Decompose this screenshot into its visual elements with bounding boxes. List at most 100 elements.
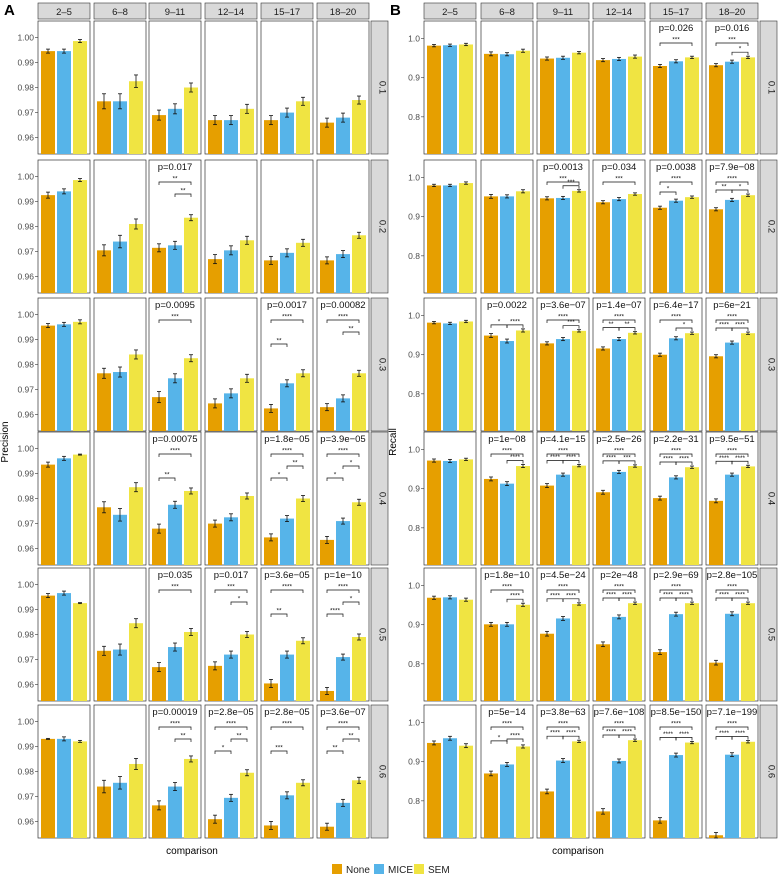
y-tick-label: 0.96 <box>17 410 34 420</box>
facet-strip-row <box>759 431 778 566</box>
facet-strip-col <box>316 2 370 20</box>
significance-bracket <box>158 726 192 730</box>
bar-sem <box>129 223 143 293</box>
significance-stars: *** <box>615 176 623 183</box>
significance-stars: **** <box>727 584 738 591</box>
bar-sem <box>296 101 310 154</box>
significance-bracket <box>731 597 749 602</box>
p-value-label: p=1e−08 <box>488 434 526 445</box>
significance-bracket <box>214 589 248 593</box>
facet-strip-col <box>204 2 258 20</box>
y-axis-label: Recall <box>388 428 399 456</box>
significance-stars: **** <box>727 448 738 455</box>
bar-none <box>709 662 723 701</box>
bar-mice <box>224 654 238 701</box>
bar-mice <box>556 197 570 293</box>
facet-col-label: 6–8 <box>499 7 515 18</box>
significance-stars: **** <box>170 721 181 728</box>
bar-mice <box>725 474 739 565</box>
bar-sem <box>240 634 254 701</box>
bar-sem <box>516 50 530 154</box>
significance-stars: **** <box>671 721 682 728</box>
significance-stars: *** <box>623 454 631 461</box>
significance-stars: **** <box>282 584 293 591</box>
significance-bracket <box>562 460 580 464</box>
facet-row-label: 0.3 <box>766 358 777 371</box>
p-value-label: p=0.00019 <box>152 707 197 718</box>
bar-none <box>264 260 278 293</box>
p-value-label: p=2.8e−05 <box>208 707 253 718</box>
significance-bracket <box>158 319 192 323</box>
bar-mice <box>612 339 626 431</box>
significance-bracket <box>562 185 580 189</box>
bar-sem <box>352 502 366 565</box>
bar-mice <box>57 593 71 701</box>
significance-bracket <box>158 453 192 457</box>
significance-stars: **** <box>622 729 633 736</box>
bar-sem <box>184 490 198 565</box>
significance-stars: **** <box>338 721 349 728</box>
p-value-label: p=1e−10 <box>324 570 362 581</box>
facet-col-label: 2–5 <box>56 7 72 18</box>
significance-bracket <box>731 460 749 465</box>
bar-sem <box>572 330 586 431</box>
significance-stars: ** <box>332 745 338 752</box>
bar-none <box>320 122 334 154</box>
significance-bracket <box>659 181 693 185</box>
significance-stars: **** <box>502 721 513 728</box>
bar-mice <box>280 654 294 701</box>
bar-none <box>653 498 667 565</box>
significance-bracket <box>490 726 524 730</box>
significance-stars: * <box>278 472 281 479</box>
bar-mice <box>443 323 457 431</box>
bar-sem <box>741 57 755 155</box>
p-value-label: p=7.1e−199 <box>707 707 758 718</box>
facet-col-label: 15–17 <box>274 7 300 18</box>
bar-sem <box>459 745 473 838</box>
bar-mice <box>612 616 626 701</box>
significance-stars: **** <box>727 721 738 728</box>
bar-none <box>540 343 554 431</box>
bar-none <box>97 373 111 431</box>
significance-stars: **** <box>550 730 561 737</box>
bar-mice <box>336 398 350 431</box>
bar-none <box>540 791 554 838</box>
p-value-label: p=3.8e−63 <box>540 707 585 718</box>
significance-stars: * <box>739 184 742 191</box>
facet-row-label: 0.4 <box>766 492 777 505</box>
y-tick-label: 0.9 <box>408 212 420 222</box>
significance-bracket <box>270 613 288 617</box>
significance-stars: * <box>222 745 225 752</box>
bar-mice <box>725 61 739 154</box>
bar-mice <box>57 324 71 431</box>
bar-mice <box>280 795 294 838</box>
significance-bracket <box>675 327 693 332</box>
p-value-label: p=0.00082 <box>320 300 365 311</box>
bar-none <box>596 60 610 154</box>
y-tick-label: 0.8 <box>408 251 420 261</box>
bar-mice <box>443 460 457 565</box>
y-tick-label: 0.8 <box>408 796 420 806</box>
bar-mice <box>224 393 238 431</box>
bar-sem <box>628 740 642 838</box>
significance-bracket <box>618 327 636 331</box>
y-tick-label: 0.99 <box>17 57 34 67</box>
significance-stars: * <box>350 460 353 467</box>
significance-stars: **** <box>719 455 730 462</box>
bar-mice <box>168 504 182 565</box>
bar-none <box>97 250 111 293</box>
significance-stars: *** <box>227 584 235 591</box>
significance-bracket <box>158 181 192 185</box>
p-value-label: p=0.026 <box>659 23 694 34</box>
x-axis-label: comparison <box>166 846 218 857</box>
bar-mice <box>57 51 71 155</box>
bar-none <box>427 597 441 701</box>
y-tick-label: 0.96 <box>17 544 34 554</box>
p-value-label: p=9.5e−51 <box>709 434 754 445</box>
y-tick-label: 0.98 <box>17 494 34 504</box>
significance-stars: **** <box>671 448 682 455</box>
significance-bracket <box>270 319 304 323</box>
bar-none <box>427 185 441 293</box>
significance-stars: **** <box>510 733 521 740</box>
bar-mice <box>725 342 739 431</box>
